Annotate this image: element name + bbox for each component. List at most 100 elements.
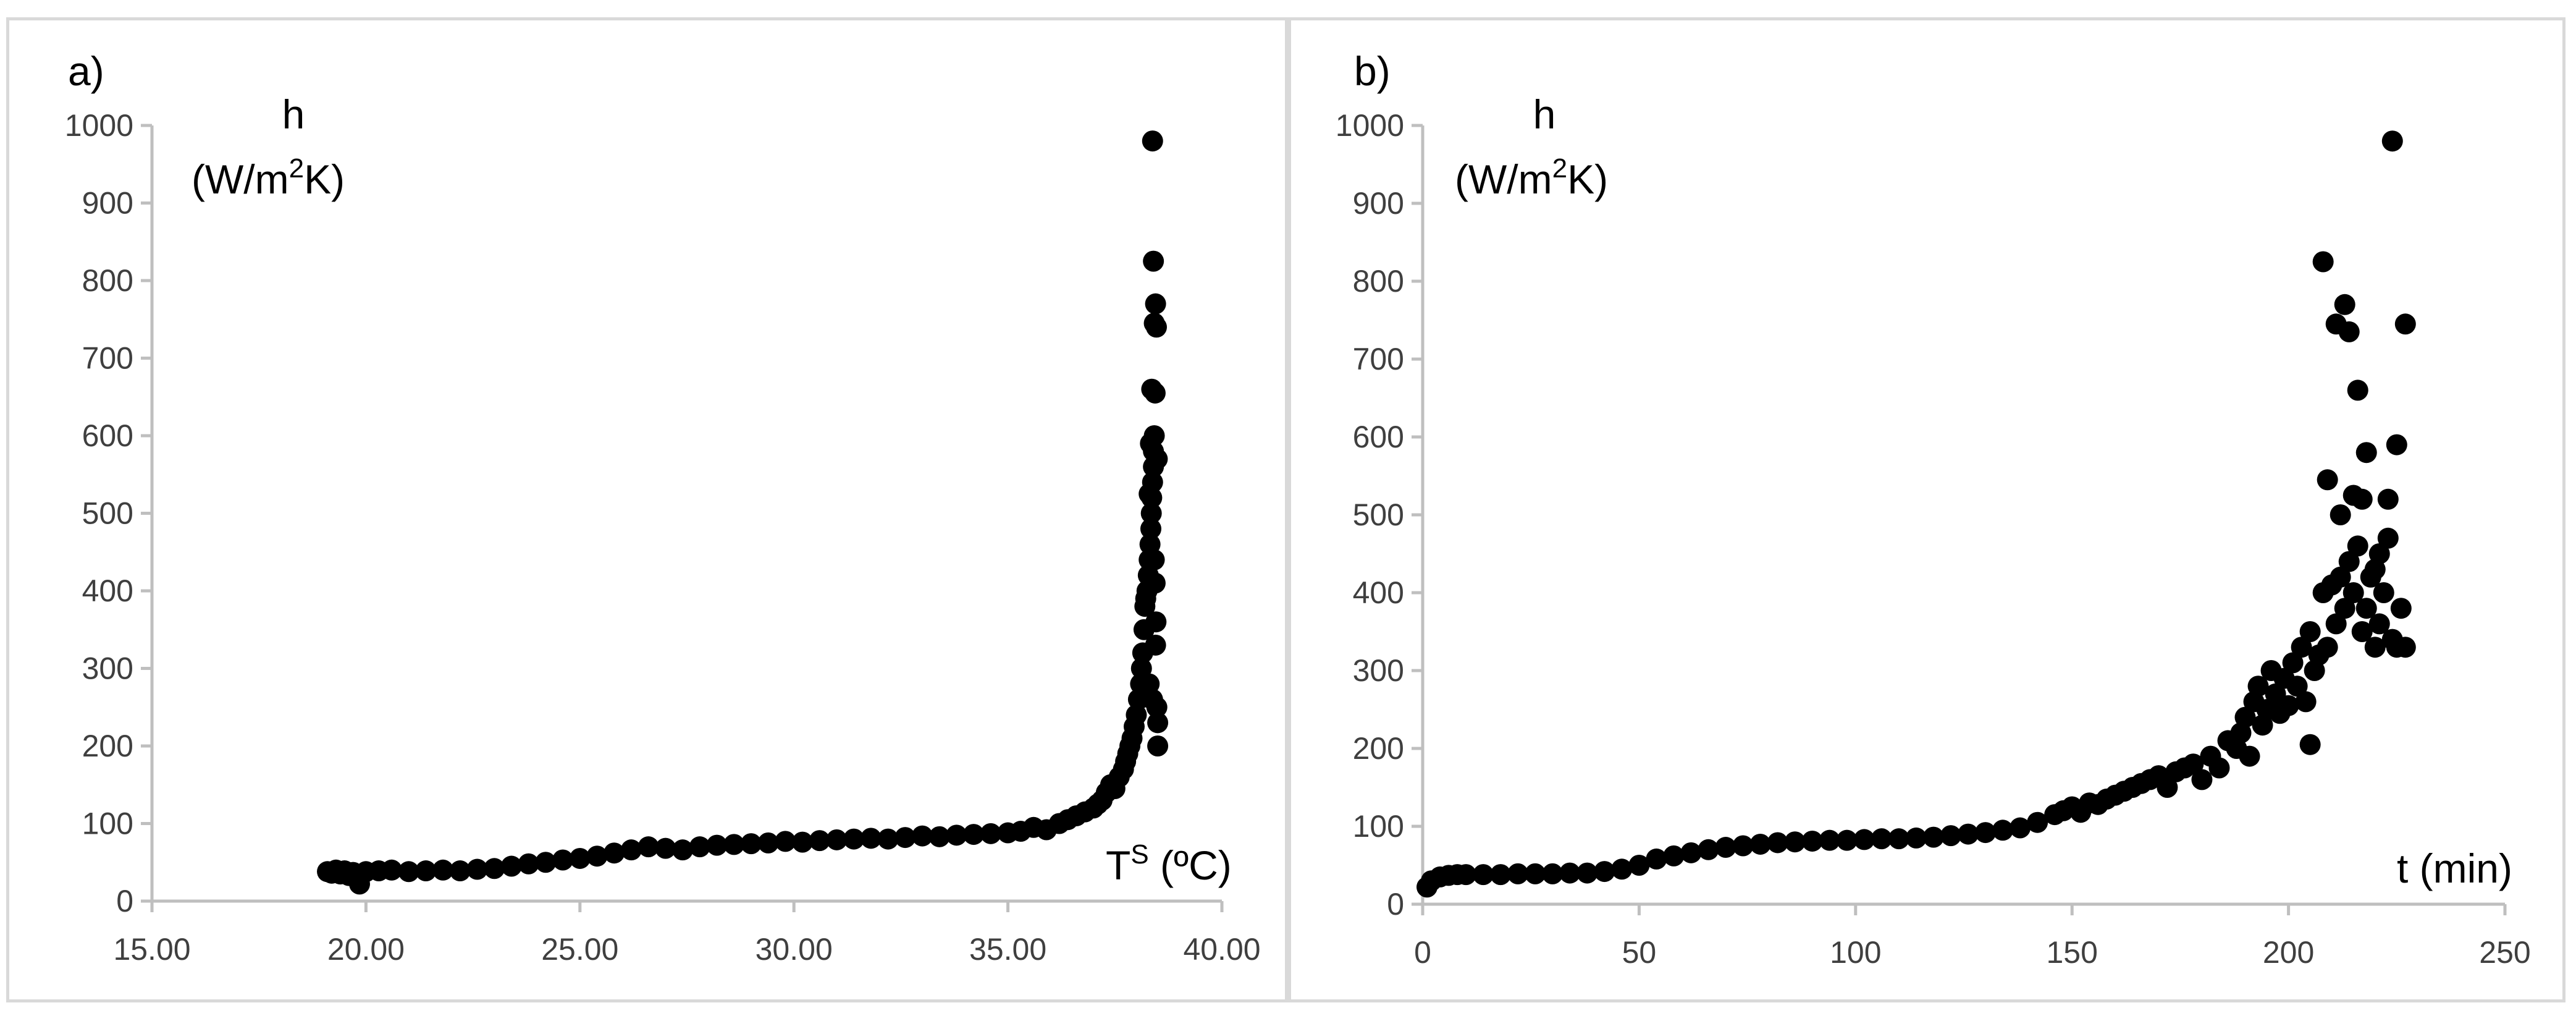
x-tick-label: 150 xyxy=(2046,935,2097,970)
data-point xyxy=(518,853,539,875)
data-point xyxy=(620,839,642,861)
data-point xyxy=(1749,833,1771,855)
data-point xyxy=(2364,637,2386,658)
y-tick-label: 200 xyxy=(1353,731,1404,766)
data-point xyxy=(2157,777,2178,798)
x-tick-label: 15.00 xyxy=(113,932,190,967)
y-tick-label: 400 xyxy=(82,574,133,608)
data-point xyxy=(1975,822,1997,844)
data-point xyxy=(1888,828,1909,850)
data-point xyxy=(2330,504,2351,525)
data-point xyxy=(1992,820,2014,841)
data-point xyxy=(1146,316,1168,338)
data-point xyxy=(1646,848,1667,870)
data-point xyxy=(449,860,471,882)
data-point xyxy=(723,834,745,855)
data-point xyxy=(2208,757,2230,779)
chart-panel-a: 0 100 200 300 400 500 600 700 800 900 1000 15.00 20.… xyxy=(6,17,1288,1002)
data-point xyxy=(843,828,865,850)
data-point xyxy=(2394,637,2416,658)
data-point xyxy=(1905,827,1927,849)
data-point xyxy=(1698,839,1719,860)
data-point xyxy=(2317,637,2338,658)
data-point xyxy=(1853,829,1875,850)
data-point xyxy=(1147,735,1169,756)
x-label-main: T xyxy=(1106,842,1130,888)
y-tick-label: 300 xyxy=(82,651,133,686)
data-point xyxy=(1611,858,1633,880)
y-tick-label: 800 xyxy=(82,263,133,298)
data-point xyxy=(1801,830,1823,852)
data-point xyxy=(2334,294,2355,315)
data-point xyxy=(1715,837,1736,858)
data-point xyxy=(2338,321,2360,342)
data-point xyxy=(2377,488,2399,510)
chart-panel-b: 0 100 200 300 400 500 600 700 800 900 1000 0 50 100 15… xyxy=(1288,17,2565,1002)
x-tick-label: 100 xyxy=(1830,935,1881,970)
data-point xyxy=(1473,864,1494,886)
data-point xyxy=(2394,313,2416,335)
data-point xyxy=(398,861,419,883)
data-point xyxy=(415,860,437,882)
data-point xyxy=(1490,864,1512,886)
y-tick-label: 400 xyxy=(1353,575,1404,610)
data-point xyxy=(740,833,762,855)
data-point xyxy=(2368,613,2390,635)
x-tick-label: 20.00 xyxy=(327,932,405,967)
data-point xyxy=(2386,434,2407,455)
y-tick-label: 600 xyxy=(82,418,133,453)
y-tick-label: 900 xyxy=(82,186,133,221)
y-tick-label: 700 xyxy=(82,341,133,376)
data-point xyxy=(381,859,402,881)
data-point xyxy=(894,827,916,849)
y-tick-label: 200 xyxy=(82,729,133,763)
data-point xyxy=(1836,829,1858,851)
x-label-superscript: S xyxy=(1130,839,1148,870)
y-units-prefix: (W/m xyxy=(192,156,289,202)
data-point xyxy=(2351,488,2373,510)
data-point xyxy=(1871,828,1892,850)
data-point xyxy=(2338,551,2360,572)
panel-label: b) xyxy=(1354,48,1391,94)
data-point xyxy=(638,836,659,858)
x-axis-label: TS (ºC) xyxy=(1106,839,1232,888)
x-tick-label: 250 xyxy=(2479,935,2530,970)
data-point xyxy=(1784,831,1806,853)
y-tick-label: 100 xyxy=(82,807,133,841)
data-point xyxy=(1507,863,1529,884)
scatter-chart-b: 0 100 200 300 400 500 600 700 800 900 1000 0 50 100 15… xyxy=(1336,48,2531,970)
x-axis-label: t (min) xyxy=(2397,845,2512,891)
data-point xyxy=(484,858,505,879)
y-axis-label-units: (W/m2K) xyxy=(192,153,345,202)
data-point xyxy=(980,823,1001,844)
data-point xyxy=(689,836,710,858)
data-point xyxy=(2355,598,2377,619)
y-axis-label-units: (W/m2K) xyxy=(1455,153,1608,202)
data-point xyxy=(2291,637,2312,658)
data-point xyxy=(2010,817,2031,839)
data-point xyxy=(963,824,985,845)
y-units-suffix: K) xyxy=(304,156,345,202)
y-tick-label: 100 xyxy=(1353,809,1404,844)
data-point xyxy=(2278,695,2299,716)
scatter-chart-a: 0 100 200 300 400 500 600 700 800 900 1000 15.00 20.… xyxy=(65,48,1261,967)
data-point xyxy=(2381,130,2403,152)
x-tick-label: 0 xyxy=(1414,935,1431,970)
data-point xyxy=(2377,527,2399,549)
data-point xyxy=(809,830,830,852)
data-point xyxy=(1147,448,1168,470)
data-point xyxy=(432,859,454,881)
data-point xyxy=(2299,734,2321,755)
data-point xyxy=(1140,502,1162,524)
data-point xyxy=(2239,745,2260,767)
y-tick-label: 500 xyxy=(1353,498,1404,532)
y-tick-label: 1000 xyxy=(1336,108,1404,143)
data-point xyxy=(1680,842,1702,863)
data-point xyxy=(706,834,728,856)
y-tick-label: 800 xyxy=(1353,264,1404,299)
y-units-suffix: K) xyxy=(1567,156,1608,202)
data-point xyxy=(1525,863,1546,884)
x-label-suffix: (ºC) xyxy=(1149,842,1232,888)
data-point xyxy=(2299,621,2321,642)
y-tick-label: 1000 xyxy=(65,108,133,143)
